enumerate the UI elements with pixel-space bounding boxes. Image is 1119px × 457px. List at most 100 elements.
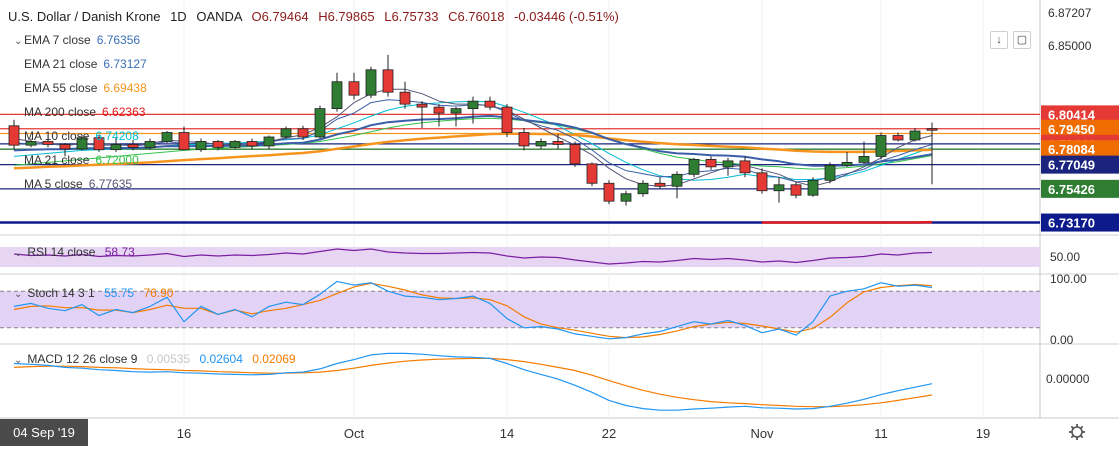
stoch-k-line (13, 280, 933, 340)
symbol-title: U.S. Dollar / Danish Krone (8, 9, 161, 24)
candle (161, 132, 173, 142)
candle (280, 128, 292, 138)
legend-row[interactable]: MA 10 close 6.74208 (14, 129, 139, 143)
change-value: -0.03446 (-0.51%) (514, 9, 619, 24)
candle (824, 164, 836, 181)
stoch-axis-label: 100.00 (1050, 272, 1087, 286)
candle (654, 182, 666, 187)
close-value: C6.76018 (448, 9, 505, 24)
chevron-down-icon[interactable]: ⌄ (14, 36, 23, 47)
date-badge: 04 Sep '19 (0, 419, 88, 446)
candle (739, 160, 751, 174)
legend-row[interactable]: EMA 55 close 6.69438 (14, 81, 147, 95)
candle (246, 141, 258, 147)
maximize-icon[interactable]: ▢ (1013, 31, 1031, 49)
stoch-label: Stoch 14 3 1 (27, 286, 95, 300)
open-value: O6.79464 (251, 9, 309, 24)
legend-row[interactable]: MA 21 close 6.72000 (14, 153, 139, 167)
price-level-badge (1041, 213, 1119, 232)
candle (76, 137, 88, 150)
candle (756, 172, 768, 192)
legend-row[interactable]: MA 200 close 6.62363 (14, 105, 145, 119)
legend-label: EMA 7 close (24, 33, 91, 47)
chevron-down-icon[interactable]: ⌄ (14, 289, 23, 300)
price-level-badge (1041, 105, 1119, 124)
candle (926, 128, 938, 131)
rsi-legend[interactable]: ⌄ RSI 14 close 58.73 (14, 245, 135, 259)
candle (450, 108, 462, 114)
candle (195, 141, 207, 151)
x-tick-label: Oct (344, 426, 365, 441)
legend-label: MA 200 close (24, 105, 97, 119)
candle (8, 125, 20, 146)
price-level-label: 6.77049 (1048, 158, 1095, 173)
candle (297, 128, 309, 138)
rsi-value: 58.73 (104, 245, 135, 259)
legend-value: 6.77635 (88, 177, 133, 191)
candle (535, 141, 547, 147)
x-tick-label: 14 (500, 426, 514, 441)
macd-label: MACD 12 26 close 9 (27, 352, 138, 366)
price-level-label: 6.75426 (1048, 182, 1095, 197)
legend-label: MA 21 close (24, 153, 90, 167)
price-level-badge (1041, 140, 1119, 159)
legend-row[interactable]: MA 5 close 6.77635 (14, 177, 132, 191)
candle (790, 184, 802, 196)
legend-row[interactable]: ⌄ EMA 7 close 6.76356 (14, 33, 140, 47)
legend-value: 6.73127 (103, 57, 147, 71)
arrow-down-icon[interactable]: ↓ (990, 31, 1008, 49)
candle (178, 132, 190, 151)
candle (603, 182, 615, 202)
candle (399, 91, 411, 105)
source-label: OANDA (196, 9, 242, 24)
rsi-axis-label: 50.00 (1050, 250, 1080, 264)
macd-v3-value: 0.02069 (252, 352, 296, 366)
legend-value: 6.74208 (95, 129, 139, 143)
chevron-down-icon[interactable]: ⌄ (14, 248, 23, 259)
stoch-k-value: 55.75 (104, 286, 135, 300)
candle (807, 179, 819, 196)
candle (127, 144, 139, 148)
candle (365, 69, 377, 96)
candle (263, 136, 275, 147)
legend-label: EMA 55 close (24, 81, 98, 95)
candle (841, 161, 853, 166)
rsi-line (13, 248, 933, 265)
x-tick-label: Nov (750, 426, 774, 441)
legend-value: 6.72000 (95, 153, 139, 167)
interval-label: 1D (170, 9, 187, 24)
x-tick-label: 16 (177, 426, 191, 441)
macd-legend[interactable]: ⌄ MACD 12 26 close 9 0.00535 0.02604 0.0… (14, 352, 296, 366)
price-level-badge (1041, 119, 1119, 138)
candle (484, 100, 496, 108)
legend-value: 6.69438 (103, 81, 147, 95)
candle (25, 141, 37, 146)
stoch-d-value: 76.90 (143, 286, 174, 300)
candle (637, 182, 649, 195)
candles-group (8, 54, 938, 206)
legend-row[interactable]: EMA 21 close 6.73127 (14, 57, 147, 71)
candle (348, 81, 360, 96)
candle (331, 81, 343, 110)
candle (722, 160, 734, 168)
candle (42, 141, 54, 145)
chevron-down-icon[interactable]: ⌄ (14, 355, 23, 366)
high-value: H6.79865 (318, 9, 375, 24)
candle (501, 106, 513, 133)
macd-line (13, 352, 933, 411)
candle (586, 163, 598, 184)
rsi-label: RSI 14 close (27, 245, 96, 259)
price-level-label: 6.78084 (1048, 142, 1096, 157)
legend-value: 6.76356 (96, 33, 141, 47)
stoch-legend[interactable]: ⌄ Stoch 14 3 1 55.75 76.90 (14, 286, 173, 300)
candle (144, 141, 156, 148)
candle (382, 69, 394, 93)
macd-v2-value: 0.02604 (199, 352, 243, 366)
price-tick-label: 6.85000 (1048, 39, 1092, 53)
gear-icon (1069, 424, 1085, 440)
candle (416, 103, 428, 108)
price-tick-label: 6.87207 (1048, 6, 1092, 20)
candle (773, 184, 785, 192)
price-level-label: 6.80414 (1048, 107, 1096, 122)
